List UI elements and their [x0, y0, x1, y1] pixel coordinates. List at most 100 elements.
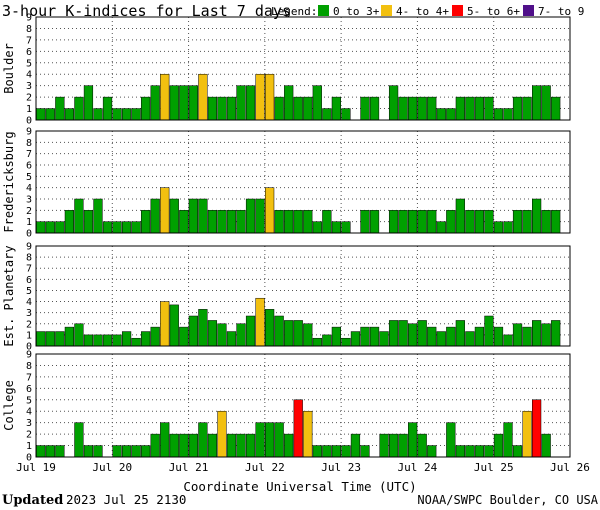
k-index-bar	[93, 198, 103, 234]
legend-swatch	[523, 5, 534, 16]
credit-text: NOAA/SWPC Boulder, CO USA	[417, 493, 598, 507]
k-index-bar	[74, 96, 84, 121]
y-tick-label: 8	[26, 361, 32, 372]
k-index-bar	[198, 309, 208, 347]
k-index-bar	[274, 96, 284, 121]
k-index-bar	[388, 210, 399, 234]
y-tick-label: 2	[26, 93, 32, 104]
k-index-bar	[179, 433, 189, 458]
k-index-bar	[341, 337, 351, 347]
x-axis: Jul 19 Jul 20 Jul 21 Jul 22 Jul 23 Jul 24 Jul …	[16, 461, 590, 474]
k-index-bar	[322, 445, 332, 458]
k-index-bar	[455, 96, 465, 121]
k-index-bar	[121, 445, 132, 458]
k-index-bar	[417, 320, 427, 347]
y-tick-label: 7	[26, 149, 32, 160]
y-tick-label: 8	[26, 138, 32, 149]
panel-frame	[35, 245, 571, 347]
legend-item-label: 0 to 3+	[333, 5, 380, 18]
y-tick-label: 5	[26, 286, 32, 297]
k-index-bar	[331, 445, 341, 458]
k-index-bar	[274, 315, 284, 347]
k-index-bar	[245, 433, 256, 458]
k-index-bar	[121, 108, 132, 121]
k-index-bar	[150, 85, 160, 121]
k-index-bar	[474, 96, 485, 121]
k-index-bar	[503, 334, 513, 347]
k-index-bar	[255, 422, 265, 458]
k-index-bar	[169, 304, 179, 347]
k-index-bar	[474, 326, 485, 347]
k-index-bar	[141, 331, 151, 347]
k-index-bar	[74, 422, 84, 458]
k-index-bar	[303, 210, 313, 234]
k-index-bar	[236, 433, 246, 458]
y-tick-label: 3	[26, 418, 32, 429]
k-index-bar	[179, 210, 189, 234]
k-index-bar	[293, 320, 303, 347]
y-tick-label: 3	[26, 81, 32, 92]
k-index-bar	[245, 315, 256, 347]
k-index-bar	[55, 331, 65, 347]
k-index-bar	[551, 96, 561, 121]
k-index-bar	[255, 297, 265, 347]
k-index-bar	[503, 221, 513, 234]
k-index-bar	[45, 108, 55, 121]
k-index-bar	[207, 320, 218, 347]
k-index-bar	[388, 85, 399, 121]
k-index-bar	[64, 326, 74, 347]
k-index-bar	[236, 210, 246, 234]
k-index-bar	[284, 433, 294, 458]
panel-frame	[35, 353, 571, 458]
k-index-bar	[388, 320, 399, 347]
k-index-bar	[484, 210, 494, 234]
k-index-bar	[446, 422, 456, 458]
k-index-bar	[503, 108, 513, 121]
panel-name: College	[2, 380, 16, 431]
panel-name: Est. Planetary	[2, 245, 16, 346]
k-index-bar	[284, 210, 294, 234]
k-index-bar	[388, 433, 399, 458]
k-index-bar	[150, 326, 160, 347]
k-index-bar	[141, 445, 151, 458]
k-index-bar	[265, 422, 275, 458]
k-index-bar	[217, 96, 227, 121]
k-index-bar	[512, 210, 523, 234]
y-tick-label: 1	[26, 441, 32, 452]
k-index-bar	[293, 399, 303, 458]
y-tick-label: 0	[26, 116, 32, 127]
k-index-bar	[408, 323, 418, 347]
k-index-bar	[427, 326, 437, 347]
y-tick-label: 4	[26, 183, 32, 194]
k-index-bar	[265, 73, 275, 121]
k-index-bar	[255, 73, 265, 121]
k-index-bar	[245, 85, 256, 121]
k-index-bar	[74, 198, 84, 234]
k-index-bar	[121, 331, 132, 347]
k-index-bar	[465, 96, 475, 121]
y-tick-label: 6	[26, 47, 32, 58]
y-tick-label: 6	[26, 275, 32, 286]
k-index-bar	[188, 433, 198, 458]
y-tick-label: 3	[26, 195, 32, 206]
panel-frame	[35, 130, 571, 234]
k-index-bar	[198, 73, 208, 121]
y-tick-label: 2	[26, 430, 32, 441]
x-tick-label: Jul 19	[16, 461, 56, 474]
k-index-bar	[532, 320, 542, 347]
k-index-bar	[360, 326, 370, 347]
k-index-bar	[141, 210, 151, 234]
k-index-bar	[369, 96, 380, 121]
k-index-bar	[36, 221, 46, 234]
y-tick-label: 1	[26, 330, 32, 341]
k-index-bar	[226, 433, 237, 458]
k-index-bar	[64, 210, 74, 234]
k-index-bar	[141, 96, 151, 121]
x-axis-label: Coordinate Universal Time (UTC)	[183, 479, 416, 494]
y-tick-label: 1	[26, 217, 32, 228]
k-index-bar	[112, 221, 122, 234]
k-index-bar	[541, 323, 551, 347]
